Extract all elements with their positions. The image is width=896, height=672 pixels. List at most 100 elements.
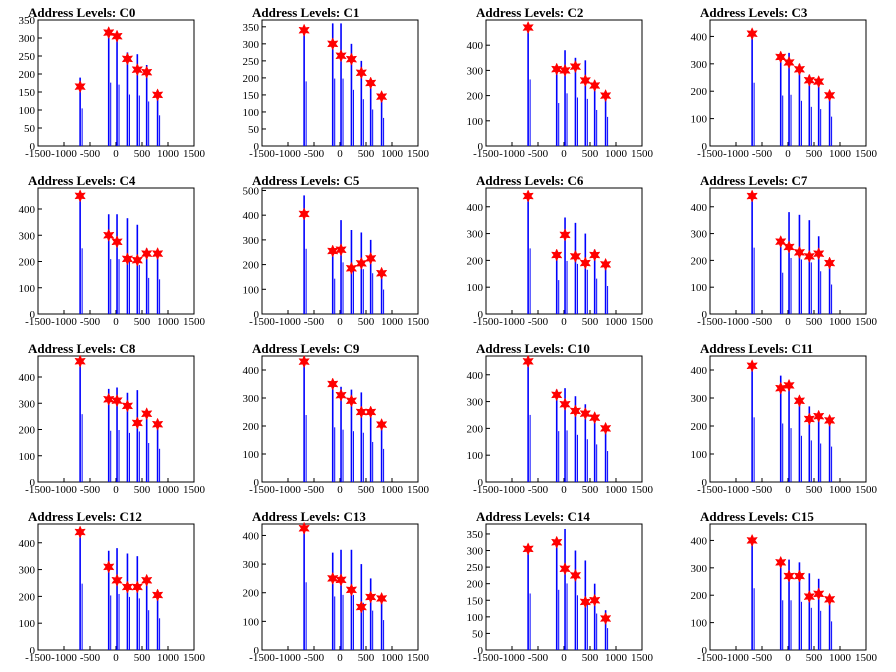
y-tick-label: 0: [702, 141, 708, 153]
x-tick-label: 1500: [183, 316, 206, 328]
y-tick-label: 200: [19, 69, 36, 81]
y-tick-label: 300: [243, 559, 260, 571]
y-tick-label: 0: [478, 477, 484, 489]
peak-marker: [298, 207, 310, 221]
x-tick-label: -1500: [473, 484, 499, 496]
x-tick-label: 1500: [631, 652, 654, 664]
y-tick-label: 200: [467, 255, 484, 267]
x-tick-label: -1000: [499, 652, 525, 664]
y-tick-label: 200: [691, 86, 708, 98]
y-tick-label: 0: [30, 309, 36, 321]
plot-frame: [485, 19, 643, 147]
peak-marker: [599, 421, 612, 435]
subplot-title: Address Levels: C3: [700, 5, 808, 20]
x-tick-label: 500: [358, 652, 375, 664]
x-tick-label: -1500: [473, 652, 499, 664]
plot-frame: [485, 187, 643, 315]
x-tick-label: -1500: [697, 652, 723, 664]
x-tick-label: 1000: [605, 652, 628, 664]
y-tick-label: 100: [691, 282, 708, 294]
y-tick-label: 100: [691, 618, 708, 630]
y-tick-label: 400: [19, 538, 36, 550]
y-tick-label: 0: [702, 477, 708, 489]
x-tick-label: -1000: [275, 484, 301, 496]
peak-marker: [812, 409, 825, 423]
y-tick-label: 0: [254, 141, 260, 153]
x-tick-label: 500: [358, 316, 375, 328]
peak-marker: [335, 49, 347, 63]
x-tick-label: 1000: [381, 484, 404, 496]
x-tick-label: 0: [785, 652, 791, 664]
x-tick-label: -500: [304, 484, 325, 496]
y-tick-label: 400: [243, 365, 260, 377]
x-tick-label: -1500: [249, 484, 275, 496]
peak-marker: [803, 249, 816, 263]
subplot-title: Address Levels: C15: [700, 509, 814, 524]
y-tick-label: 400: [467, 370, 484, 382]
peak-marker: [783, 378, 795, 393]
peak-marker: [131, 416, 144, 430]
x-tick-label: 1000: [829, 652, 852, 664]
y-tick-label: 250: [243, 56, 260, 68]
subplot-11: Address Levels: C11 0 100 200 300 400 -1500 -10…: [691, 341, 878, 496]
x-tick-label: -500: [304, 148, 325, 160]
y-tick-label: 400: [467, 40, 484, 52]
x-tick-label: -1000: [499, 148, 525, 160]
y-tick-label: 400: [467, 202, 484, 214]
x-tick-label: -500: [752, 316, 773, 328]
y-tick-label: 50: [472, 628, 484, 640]
peak-marker: [345, 394, 358, 408]
peak-marker: [74, 354, 86, 368]
peak-marker: [355, 256, 368, 270]
x-tick-label: 1500: [855, 652, 878, 664]
peak-marker: [559, 397, 571, 411]
peak-marker: [793, 62, 806, 76]
peak-marker: [102, 25, 115, 40]
x-tick-label: 1500: [407, 484, 430, 496]
x-tick-label: 1000: [829, 316, 852, 328]
peak-marker: [375, 417, 388, 432]
subplot-4: Address Levels: C4 0 100 200 300 400 -1500 -100…: [19, 173, 206, 328]
x-tick-label: -1000: [51, 316, 77, 328]
subplot-6: Address Levels: C6 0 100 200 300 400 -1500 -100…: [467, 173, 654, 328]
subplot-title: Address Levels: C4: [28, 173, 136, 188]
peak-marker: [121, 252, 134, 266]
peak-marker: [111, 235, 123, 249]
subplot-9: Address Levels: C9 0 100 200 300 400 -1500 -100…: [243, 341, 430, 496]
y-tick-label: 100: [243, 449, 260, 461]
x-tick-label: 1500: [183, 148, 206, 160]
peak-marker: [111, 394, 123, 408]
x-tick-label: 0: [561, 148, 567, 160]
peak-marker: [588, 411, 601, 425]
x-tick-label: -1500: [473, 148, 499, 160]
y-tick-label: 100: [19, 451, 36, 463]
peak-marker: [355, 600, 368, 614]
x-tick-label: 0: [561, 316, 567, 328]
y-tick-label: 100: [19, 105, 36, 117]
peak-marker: [569, 249, 582, 263]
x-tick-label: -500: [752, 652, 773, 664]
x-tick-label: -500: [80, 484, 101, 496]
peak-marker: [522, 354, 534, 368]
y-tick-label: 0: [30, 141, 36, 153]
peak-marker: [803, 589, 816, 604]
x-tick-label: 500: [582, 148, 599, 160]
y-tick-label: 100: [467, 612, 484, 624]
x-tick-label: -1500: [25, 652, 51, 664]
x-tick-label: 1500: [855, 148, 878, 160]
subplot-3: Address Levels: C3 0 100 200 300 400 -1500 -100…: [691, 5, 878, 160]
x-tick-label: 1500: [855, 316, 878, 328]
x-tick-label: 0: [785, 316, 791, 328]
x-tick-label: 0: [785, 484, 791, 496]
y-tick-label: 300: [691, 393, 708, 405]
peak-marker: [522, 189, 534, 203]
x-tick-label: -500: [528, 316, 549, 328]
x-tick-label: 1500: [407, 148, 430, 160]
peak-marker: [375, 266, 388, 280]
x-tick-label: -1000: [499, 484, 525, 496]
peak-marker: [298, 354, 310, 369]
x-tick-label: 1000: [829, 484, 852, 496]
x-tick-label: 0: [113, 652, 119, 664]
subplot-title: Address Levels: C0: [28, 5, 135, 20]
x-tick-label: -500: [304, 652, 325, 664]
